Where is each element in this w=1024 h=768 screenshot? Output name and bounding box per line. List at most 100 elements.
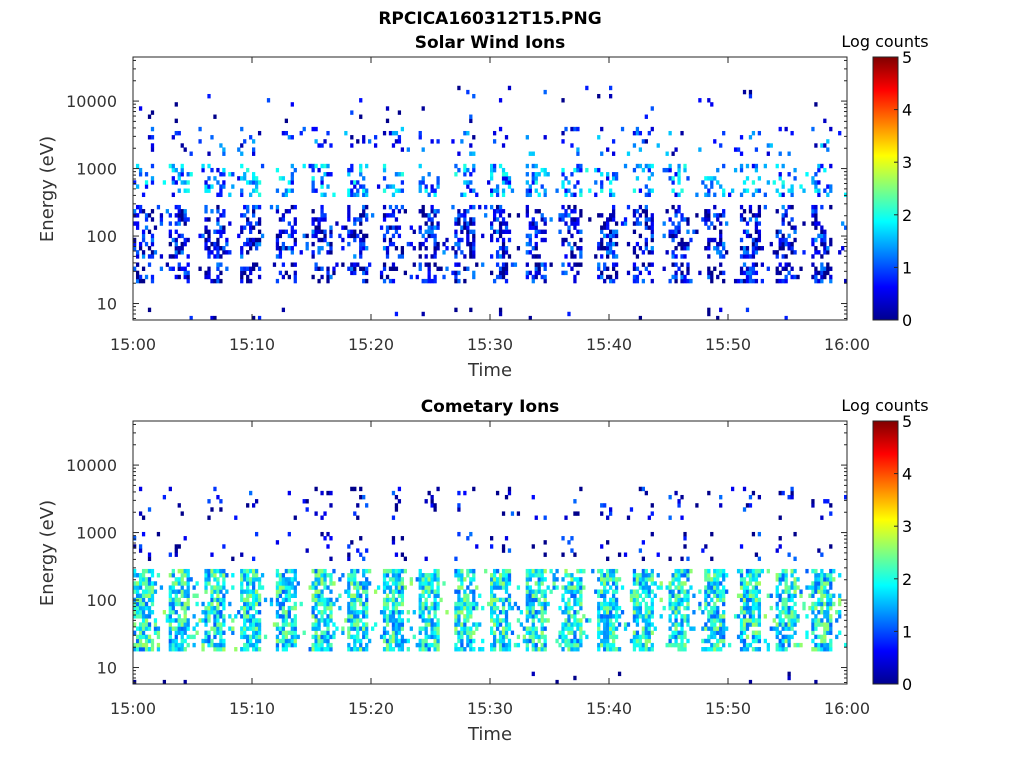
spectrogram-cell bbox=[567, 647, 571, 652]
spectrogram-cell bbox=[290, 634, 294, 640]
spectrogram-cell bbox=[463, 254, 467, 259]
spectrogram-cell bbox=[475, 544, 479, 549]
spectrogram-cell bbox=[775, 163, 779, 169]
spectrogram-cell bbox=[198, 126, 202, 132]
spectrogram-cell bbox=[243, 626, 247, 631]
spectrogram-cell bbox=[775, 254, 779, 259]
spectrogram-cell bbox=[600, 630, 604, 635]
spectrogram-cell bbox=[790, 241, 794, 247]
spectrogram-cell bbox=[600, 544, 604, 549]
spectrogram-cell bbox=[141, 618, 146, 623]
spectrogram-cell bbox=[603, 581, 607, 586]
spectrogram-cell bbox=[722, 188, 726, 193]
spectrogram-cell bbox=[769, 626, 773, 631]
spectrogram-cell bbox=[567, 311, 571, 317]
spectrogram-cell bbox=[719, 262, 723, 267]
spectrogram-cell bbox=[278, 601, 283, 607]
spectrogram-cell bbox=[781, 634, 785, 640]
spectrogram-cell bbox=[210, 610, 214, 615]
spectrogram-cell bbox=[603, 593, 607, 598]
spectrogram-cell bbox=[388, 585, 393, 590]
spectrogram-cell bbox=[436, 573, 440, 578]
spectrogram-cell bbox=[558, 217, 562, 222]
spectrogram-cell bbox=[647, 225, 651, 230]
spectrogram-cell bbox=[745, 593, 750, 598]
spectrogram-cell bbox=[719, 307, 723, 313]
spectrogram-cell bbox=[781, 601, 785, 607]
spectrogram-cell bbox=[135, 221, 140, 226]
spectrogram-cell bbox=[326, 184, 330, 189]
spectrogram-cell bbox=[704, 184, 708, 189]
spectrogram-cell bbox=[632, 630, 637, 635]
spectrogram-cell bbox=[385, 597, 390, 603]
spectrogram-cell bbox=[796, 577, 800, 582]
spectrogram-cell bbox=[683, 163, 687, 169]
spectrogram-cell bbox=[781, 589, 785, 594]
spectrogram-cell bbox=[739, 167, 744, 173]
spectrogram-cell bbox=[677, 209, 681, 214]
spectrogram-cell bbox=[365, 614, 369, 619]
spectrogram-cell bbox=[454, 217, 458, 222]
spectrogram-cell bbox=[778, 172, 782, 177]
spectrogram-cell bbox=[626, 622, 631, 627]
spectrogram-cell bbox=[356, 548, 360, 553]
spectrogram-cell bbox=[418, 262, 422, 267]
spectrogram-cell bbox=[790, 192, 794, 198]
spectrogram-cell bbox=[579, 634, 583, 640]
spectrogram-cell bbox=[611, 254, 616, 259]
spectrogram-cell bbox=[213, 486, 217, 492]
spectrogram-cell bbox=[707, 614, 711, 619]
spectrogram-cell bbox=[641, 209, 645, 214]
spectrogram-cell bbox=[787, 204, 791, 210]
spectrogram-cell bbox=[436, 225, 440, 230]
spectrogram-cell bbox=[680, 622, 684, 627]
spectrogram-cell bbox=[454, 241, 458, 247]
spectrogram-cell bbox=[611, 589, 616, 594]
spectrogram-cell bbox=[347, 593, 351, 598]
spectrogram-cell bbox=[609, 278, 613, 284]
spectrogram-cell bbox=[635, 221, 640, 226]
spectrogram-cell bbox=[632, 605, 637, 611]
spectrogram-cell bbox=[632, 188, 637, 193]
spectrogram-cell bbox=[540, 589, 544, 594]
spectrogram-cell bbox=[781, 605, 785, 611]
spectrogram-cell bbox=[260, 163, 265, 169]
spectrogram-cell bbox=[133, 581, 137, 586]
spectrogram-cell bbox=[516, 605, 521, 611]
spectrogram-cell bbox=[433, 630, 437, 635]
spectrogram-cell bbox=[314, 601, 318, 607]
spectrogram-cell bbox=[460, 647, 464, 652]
spectrogram-cell bbox=[394, 494, 399, 500]
spectrogram-cell bbox=[314, 642, 318, 648]
spectrogram-cell bbox=[638, 233, 643, 239]
spectrogram-cell bbox=[817, 589, 821, 594]
spectrogram-cell bbox=[204, 638, 208, 644]
spectrogram-cell bbox=[144, 568, 149, 574]
spectrogram-cell bbox=[147, 605, 152, 611]
spectrogram-cell bbox=[760, 262, 764, 267]
spectrogram-cell bbox=[252, 147, 256, 152]
spectrogram-cell bbox=[391, 626, 396, 631]
spectrogram-cell bbox=[704, 192, 708, 198]
spectrogram-cell bbox=[492, 130, 497, 136]
spectrogram-cell bbox=[344, 589, 348, 594]
spectrogram-cell bbox=[766, 593, 770, 598]
spectrogram-cell bbox=[463, 213, 467, 218]
spectrogram-cell bbox=[240, 626, 244, 631]
spectrogram-cell bbox=[680, 254, 684, 259]
spectrogram-cell bbox=[427, 577, 431, 582]
spectrogram-cell bbox=[668, 167, 672, 173]
spectrogram-cell bbox=[243, 634, 247, 640]
spectrogram-cell bbox=[341, 225, 345, 230]
spectrogram-cell bbox=[350, 486, 354, 492]
spectrogram-cell bbox=[537, 568, 541, 574]
spectrogram-cell bbox=[463, 622, 467, 627]
spectrogram-cell bbox=[656, 585, 660, 590]
spectrogram-cell bbox=[195, 581, 199, 586]
spectrogram-cell bbox=[317, 568, 321, 574]
spectrogram-cell bbox=[210, 642, 214, 648]
spectrogram-cell bbox=[183, 618, 187, 623]
spectrogram-cell bbox=[504, 135, 509, 140]
spectrogram-cell bbox=[180, 241, 184, 247]
spectrogram-cell bbox=[198, 266, 202, 271]
